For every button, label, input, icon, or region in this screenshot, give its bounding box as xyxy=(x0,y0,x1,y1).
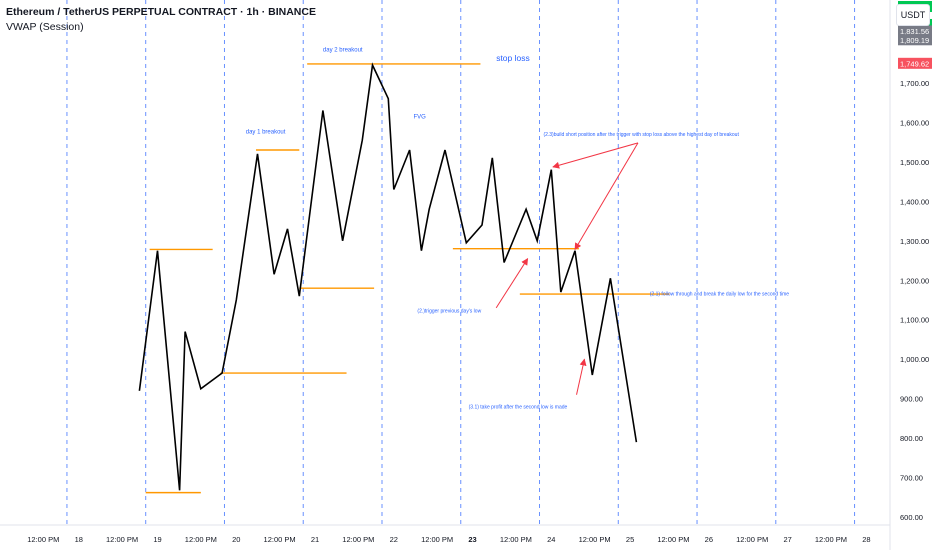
x-tick-label: 20 xyxy=(232,535,240,544)
y-tick-label: 1,400.00 xyxy=(900,197,929,206)
price-badge-label: 1,749.62 xyxy=(900,59,929,68)
x-tick-label: 23 xyxy=(468,535,476,544)
chart-title: Ethereum / TetherUS PERPETUAL CONTRACT ·… xyxy=(6,6,316,18)
x-tick-label: 25 xyxy=(626,535,634,544)
x-tick-label: 19 xyxy=(153,535,161,544)
x-tick-label: 12:00 PM xyxy=(815,535,847,544)
x-tick-label: 12:00 PM xyxy=(500,535,532,544)
y-tick-label: 600.00 xyxy=(900,513,923,522)
annotation-arrow[interactable] xyxy=(552,142,639,169)
annotation-text[interactable]: day 1 breakout xyxy=(246,129,286,135)
annotation-text[interactable]: (3.1) take profit after the second low i… xyxy=(469,405,568,411)
y-tick-label: 800.00 xyxy=(900,434,923,443)
y-tick-label: 1,000.00 xyxy=(900,355,929,364)
price-badge-label: 1,809.19 xyxy=(900,36,929,45)
price-badge xyxy=(898,25,932,37)
annotation-text[interactable]: (2.1) follow through and break the daily… xyxy=(650,291,789,297)
y-tick-label: 1,200.00 xyxy=(900,276,929,285)
x-tick-label: 12:00 PM xyxy=(657,535,689,544)
price-badge xyxy=(898,57,932,69)
annotation-arrow[interactable] xyxy=(576,358,587,395)
annotation-arrow[interactable] xyxy=(574,142,639,251)
x-tick-label: 12:00 PM xyxy=(342,535,374,544)
indicator-label[interactable]: VWAP (Session) xyxy=(6,21,84,33)
annotation-text[interactable]: (2.3)build short position after the trig… xyxy=(543,132,739,138)
x-tick-label: 27 xyxy=(783,535,791,544)
x-tick-label: 21 xyxy=(311,535,319,544)
annotation-text[interactable]: FVG xyxy=(413,114,426,120)
x-tick-label: 18 xyxy=(75,535,83,544)
currency-button[interactable]: USDT xyxy=(896,4,930,26)
x-tick-label: 12:00 PM xyxy=(579,535,611,544)
y-tick-label: 1,500.00 xyxy=(900,158,929,167)
annotation-text[interactable]: day 2 breakout xyxy=(323,47,363,53)
x-tick-label: 12:00 PM xyxy=(264,535,296,544)
x-tick-label: 24 xyxy=(547,535,555,544)
x-tick-label: 22 xyxy=(390,535,398,544)
x-tick-label: 12:00 PM xyxy=(106,535,138,544)
y-tick-label: 1,700.00 xyxy=(900,79,929,88)
annotation-text[interactable]: (2.)trigger previous day's low xyxy=(417,309,481,315)
y-tick-label: 900.00 xyxy=(900,395,923,404)
y-tick-label: 1,100.00 xyxy=(900,316,929,325)
x-tick-label: 12:00 PM xyxy=(185,535,217,544)
x-tick-label: 26 xyxy=(705,535,713,544)
price-badge-label: 1,831.56 xyxy=(900,27,929,36)
x-tick-label: 28 xyxy=(862,535,870,544)
price-line[interactable] xyxy=(138,62,638,491)
x-tick-label: 12:00 PM xyxy=(421,535,453,544)
y-tick-label: 1,600.00 xyxy=(900,118,929,127)
y-tick-label: 1,300.00 xyxy=(900,237,929,246)
annotation-arrow[interactable] xyxy=(495,257,529,309)
x-tick-label: 12:00 PM xyxy=(736,535,768,544)
annotation-text[interactable]: stop loss xyxy=(496,53,530,63)
x-tick-label: 12:00 PM xyxy=(27,535,59,544)
y-tick-label: 700.00 xyxy=(900,474,923,483)
price-badge xyxy=(898,34,932,46)
